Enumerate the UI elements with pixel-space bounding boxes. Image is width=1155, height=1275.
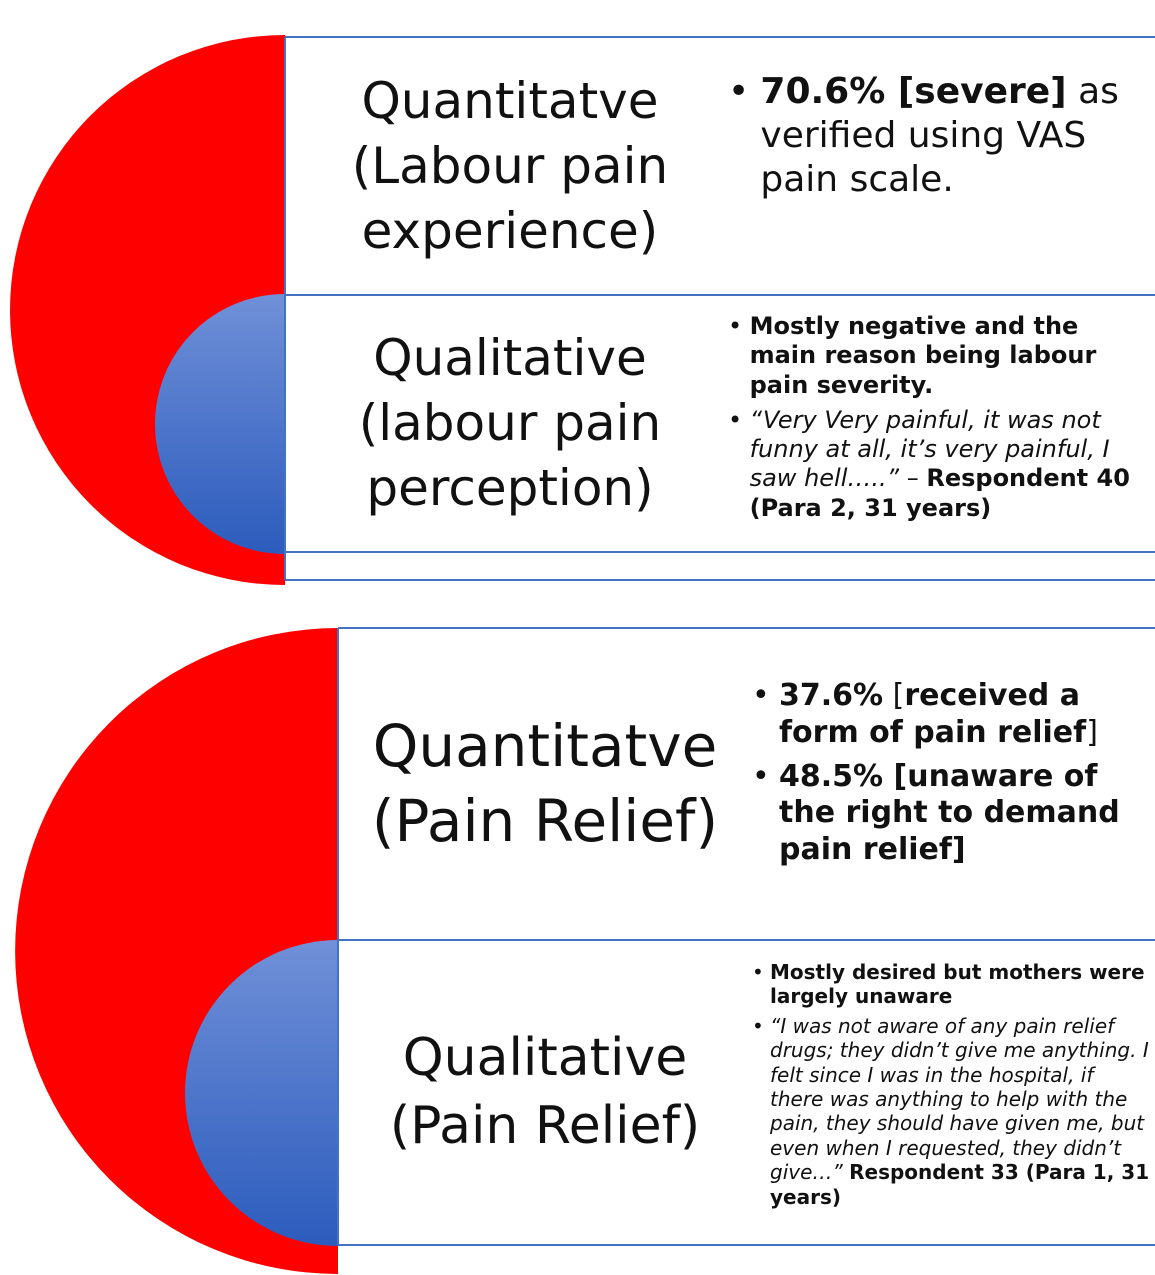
bullet-text: as verified using VAS pain scale.	[760, 71, 1119, 200]
bullet-text: “I was not aware of any pain relief drug…	[770, 1013, 1149, 1185]
bullet: Mostly desired but mothers were largely …	[752, 960, 1152, 1009]
bullet: “I was not aware of any pain relief drug…	[752, 1014, 1152, 1209]
bullet-text: Mostly negative and the main reason bein…	[749, 312, 1097, 399]
bullet-list: 37.6% [received a form of pain relief]48…	[752, 678, 1152, 876]
bullet-list: 70.6% [severe] as verified using VAS pai…	[728, 70, 1153, 211]
bullet-text: Respondent 40 (Para 2, 31 years)	[749, 464, 1130, 522]
bullet-list: Mostly desired but mothers were largely …	[752, 960, 1152, 1214]
blue-half-circle	[185, 940, 338, 1246]
row-heading: Qualitative (Pain Relief)	[345, 940, 745, 1245]
bullet-text: 37.6%	[779, 678, 884, 713]
bullet: 48.5% [unaware of the right to demand pa…	[752, 759, 1152, 869]
bullet-text: ]	[1086, 714, 1098, 750]
bullet-list: Mostly negative and the main reason bein…	[728, 312, 1153, 529]
heading-text: Quantitatve (Pain Relief)	[371, 711, 719, 855]
heading-text: Quantitatve (Labour pain experience)	[351, 71, 669, 260]
row-heading: Quantitatve (Labour pain experience)	[290, 37, 730, 295]
bullet-text: 48.5% [unaware of the right to demand pa…	[779, 758, 1120, 867]
heading-text: Qualitative (Pain Relief)	[389, 1027, 701, 1156]
bullet: 37.6% [received a form of pain relief]	[752, 678, 1152, 751]
bullet: Mostly negative and the main reason bein…	[728, 312, 1153, 400]
bullet-text: received a form of pain relief	[779, 678, 1087, 750]
bullet-text: –	[899, 464, 927, 493]
bullet: 70.6% [severe] as verified using VAS pai…	[728, 70, 1153, 202]
blue-half-circle	[155, 294, 285, 554]
bullet-text: Respondent 33 (Para 1, 31 years)	[770, 1160, 1150, 1209]
row-heading: Qualitative (labour pain perception)	[290, 295, 730, 552]
row-heading: Quantitatve (Pain Relief)	[345, 628, 745, 940]
bullet-text: “Very Very painful, it was not funny at …	[749, 405, 1110, 493]
bullet-text: Mostly desired but mothers were largely …	[770, 960, 1145, 1009]
heading-text: Qualitative (labour pain perception)	[358, 329, 662, 517]
bullet-text: [	[883, 678, 905, 713]
bullet-text: 70.6% [severe]	[760, 71, 1067, 112]
bullet: “Very Very painful, it was not funny at …	[728, 406, 1153, 523]
